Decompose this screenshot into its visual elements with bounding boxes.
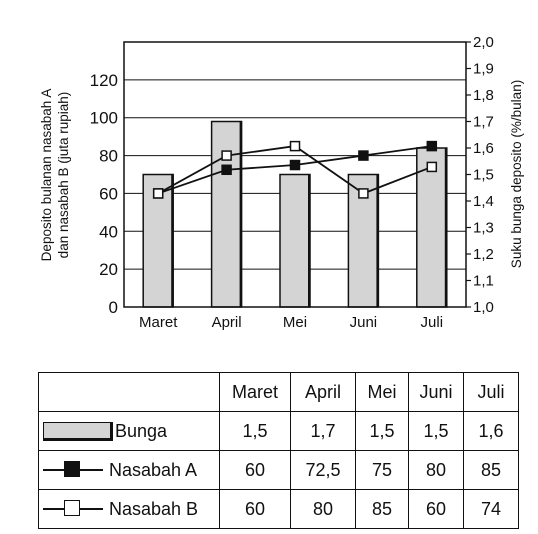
table-cell: 1,6 xyxy=(463,411,519,451)
table-header-cell: Mei xyxy=(355,372,409,412)
table-row-nasabah-a: Nasabah A 60 72,5 75 80 85 xyxy=(38,450,519,490)
x-tick-label: Maret xyxy=(139,314,178,331)
left-tick-label: 20 xyxy=(99,260,118,279)
table-cell: 1,5 xyxy=(219,411,291,451)
marker-nasabah-b xyxy=(289,140,301,152)
x-axis-ticks: Maret April Mei Juni Juli xyxy=(139,314,443,331)
bar-bunga xyxy=(416,147,448,308)
legend-label: Nasabah A xyxy=(109,459,198,480)
table-row-nasabah-b: Nasabah B 60 80 85 60 74 xyxy=(38,489,519,529)
left-axis-title-line1: Deposito bulanan nasabah A xyxy=(39,89,54,262)
table-header-cell: Juli xyxy=(463,372,519,412)
table-header-row: Maret April Mei Juni Juli xyxy=(38,372,519,412)
table-cell: 60 xyxy=(219,450,291,490)
marker-nasabah-b xyxy=(221,150,232,161)
table-cell: 80 xyxy=(408,450,464,490)
right-tick-label: 1,4 xyxy=(473,193,494,210)
left-axis-ticks: 0 20 40 60 80 100 120 xyxy=(90,71,118,317)
table-cell: 60 xyxy=(408,489,464,529)
right-tick-label: 1,9 xyxy=(473,61,494,78)
data-table: Maret April Mei Juni Juli Bunga 1,5 1,7 … xyxy=(38,372,519,529)
right-tick-label: 1,7 xyxy=(473,114,494,131)
legend-bunga: Bunga xyxy=(38,411,220,451)
legend-nasabah-a: Nasabah A xyxy=(38,450,220,490)
table-cell: 1,5 xyxy=(408,411,464,451)
table-header-cell: Maret xyxy=(219,372,291,412)
right-tick-label: 1,6 xyxy=(473,140,494,157)
table-row-bunga: Bunga 1,5 1,7 1,5 1,5 1,6 xyxy=(38,411,519,451)
table-header-cell: April xyxy=(290,372,356,412)
table-cell: 74 xyxy=(463,489,519,529)
right-tick-label: 1,3 xyxy=(473,220,494,237)
right-tick-label: 1,5 xyxy=(473,167,494,184)
marker-nasabah-a xyxy=(289,159,301,171)
table-corner-cell xyxy=(38,372,220,412)
marker-nasabah-b xyxy=(358,188,369,199)
marker-nasabah-b xyxy=(152,188,164,199)
marker-nasabah-a xyxy=(426,140,438,152)
left-tick-label: 40 xyxy=(99,222,118,241)
x-tick-label: Mei xyxy=(283,314,307,331)
table-cell: 85 xyxy=(463,450,519,490)
line-series xyxy=(152,140,438,199)
bar-swatch-icon xyxy=(43,421,113,441)
combo-chart: 0 20 40 60 80 100 120 1,0 1,1 1,2 1,3 1,4 1,5 1,6 1,7… xyxy=(39,34,524,331)
x-tick-label: Juli xyxy=(421,314,444,331)
table-cell: 85 xyxy=(355,489,409,529)
table-cell: 1,5 xyxy=(355,411,409,451)
right-tick-label: 1,2 xyxy=(473,246,494,263)
x-tick-label: April xyxy=(212,314,242,331)
table-cell: 1,7 xyxy=(290,411,356,451)
left-axis-title-line2: dan nasabah B (juta rupiah) xyxy=(56,92,71,259)
right-tick-label: 1,0 xyxy=(473,299,494,316)
bar-bunga xyxy=(279,173,311,308)
marker-nasabah-a xyxy=(221,164,232,176)
table-cell: 80 xyxy=(290,489,356,529)
table-cell: 72,5 xyxy=(290,450,356,490)
left-tick-label: 100 xyxy=(90,109,118,128)
x-tick-label: Juni xyxy=(350,314,378,331)
left-tick-label: 80 xyxy=(99,147,118,166)
left-tick-label: 60 xyxy=(99,184,118,203)
left-tick-label: 120 xyxy=(90,71,118,90)
marker-nasabah-b xyxy=(426,161,438,173)
marker-nasabah-a xyxy=(358,150,369,161)
filled-square-line-icon xyxy=(43,461,103,479)
right-tick-label: 1,8 xyxy=(473,87,494,104)
legend-label: Bunga xyxy=(115,420,168,441)
table-cell: 60 xyxy=(219,489,291,529)
legend-label: Nasabah B xyxy=(109,498,199,519)
table-cell: 75 xyxy=(355,450,409,490)
right-axis-ticks: 1,0 1,1 1,2 1,3 1,4 1,5 1,6 1,7 1,8 1,9 2,0 xyxy=(466,34,494,316)
left-tick-label: 0 xyxy=(109,298,118,317)
right-tick-label: 1,1 xyxy=(473,273,494,290)
right-axis-title: Suku bunga deposito (%/bulan) xyxy=(509,80,524,268)
right-tick-label: 2,0 xyxy=(473,34,494,51)
table-header-cell: Juni xyxy=(408,372,464,412)
open-square-line-icon xyxy=(43,500,103,518)
bar-bunga xyxy=(210,120,243,308)
legend-nasabah-b: Nasabah B xyxy=(38,489,220,529)
